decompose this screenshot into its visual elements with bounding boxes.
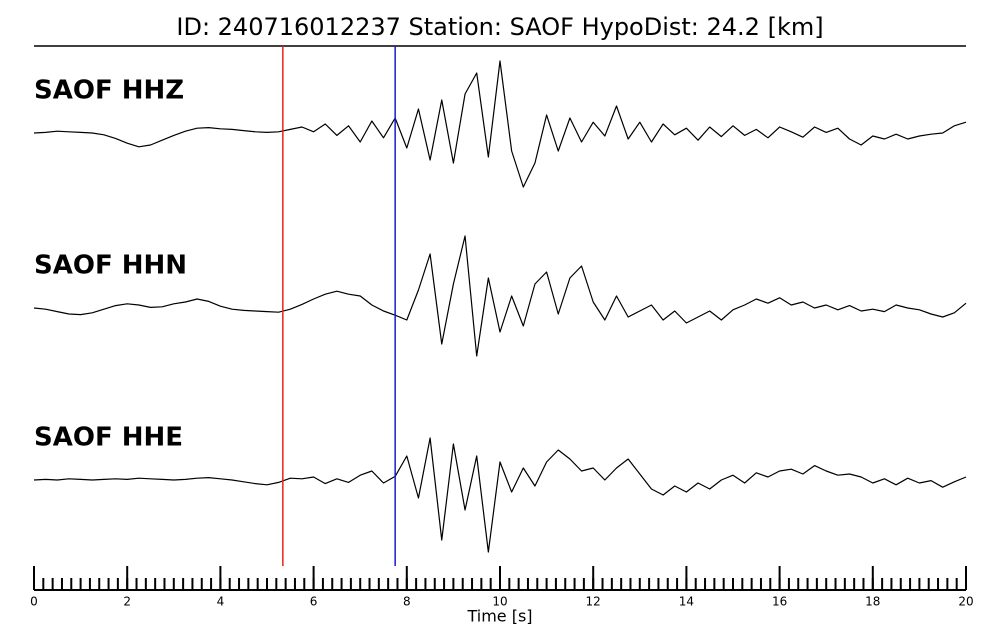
waveform-trace [33, 235, 967, 357]
trace-label: SAOF HHZ [34, 76, 184, 106]
trace-label: SAOF HHE [34, 423, 183, 453]
x-tick-label: 14 [679, 595, 694, 609]
x-tick-label: 4 [217, 595, 225, 609]
x-tick-label: 16 [772, 595, 787, 609]
x-tick-label: 8 [403, 595, 411, 609]
x-tick-label: 0 [30, 595, 38, 609]
x-tick-label: 6 [310, 595, 318, 609]
waveform-trace [33, 60, 967, 188]
x-tick-label: 18 [865, 595, 880, 609]
x-tick-label: 20 [958, 595, 973, 609]
trace-label: SAOF HHN [34, 251, 187, 281]
waveform-trace [33, 437, 967, 553]
x-axis-label: Time [s] [466, 607, 532, 626]
x-tick-label: 12 [586, 595, 601, 609]
x-tick-label: 2 [123, 595, 131, 609]
x-tick-label: 10 [492, 595, 507, 609]
chart-title: ID: 240716012237 Station: SAOF HypoDist:… [176, 13, 823, 41]
